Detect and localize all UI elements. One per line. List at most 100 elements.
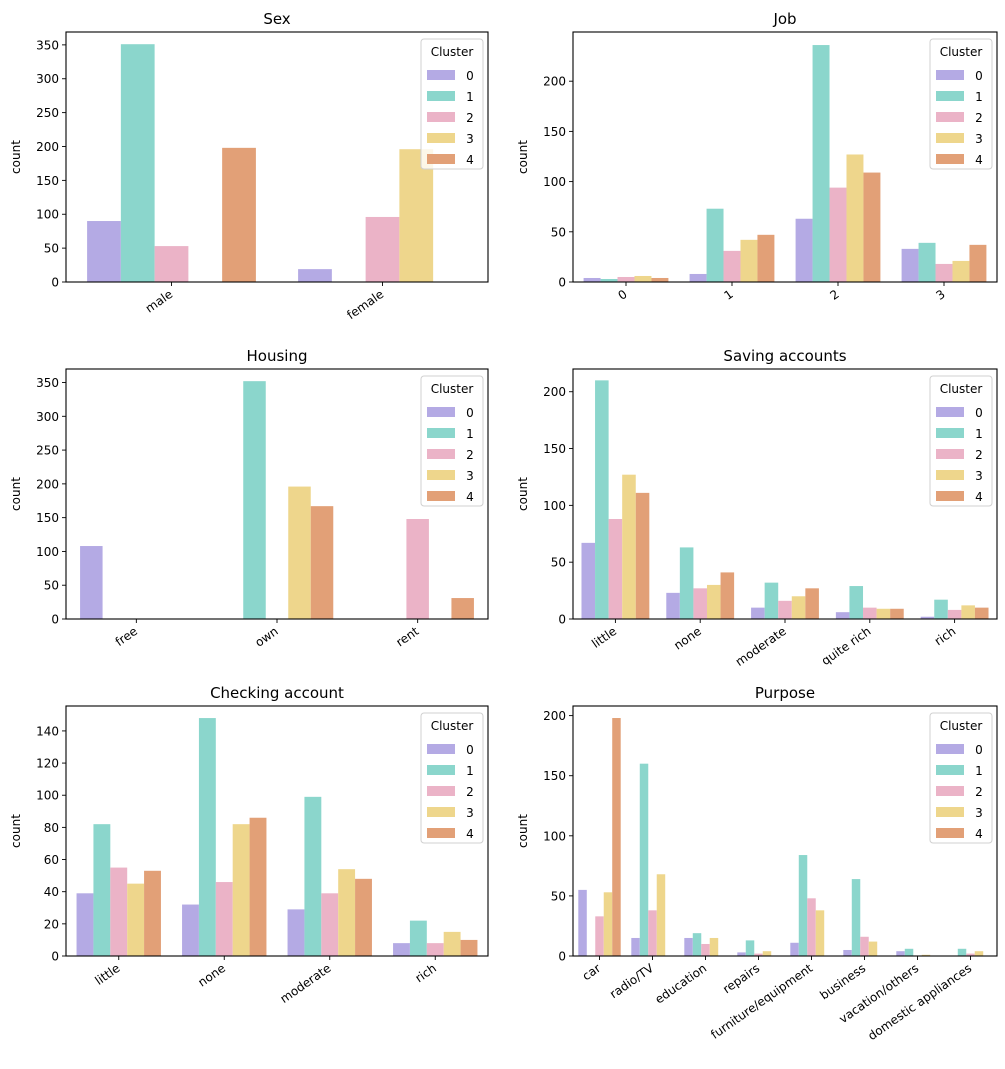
y-tick-label: 100 <box>543 175 566 189</box>
bar-0-cluster-3 <box>634 275 652 282</box>
bar-repairs-cluster-0 <box>737 952 746 956</box>
bar-domestic-appliances-cluster-1 <box>957 948 967 956</box>
bar-furniture-equipment-cluster-1 <box>798 855 808 956</box>
bar-moderate-cluster-2 <box>778 600 792 619</box>
bar-moderate-cluster-4 <box>355 878 372 956</box>
bar-none-cluster-3 <box>706 584 721 619</box>
bar-1-cluster-2 <box>723 250 741 282</box>
legend-swatch-cluster-2 <box>427 112 455 122</box>
x-tick-label: 2 <box>827 287 841 303</box>
y-tick-label: 0 <box>558 276 566 290</box>
bar-business-cluster-3 <box>868 941 878 956</box>
axes-frame <box>572 31 998 283</box>
bar-education-cluster-0 <box>684 937 693 956</box>
axes-frame <box>65 31 489 283</box>
bar-1-cluster-1 <box>706 208 724 282</box>
bars <box>583 45 987 282</box>
bar-own-cluster-4 <box>310 506 334 619</box>
legend-swatch-cluster-0 <box>936 70 964 80</box>
bar-rent-cluster-4 <box>451 598 474 619</box>
bar-3-cluster-1 <box>918 242 936 282</box>
y-axis-label: count <box>9 140 23 174</box>
bar-vacation-others-cluster-0 <box>896 951 905 956</box>
y-tick-label: 0 <box>51 613 59 627</box>
y-tick-label: 150 <box>543 442 566 456</box>
bar-none-cluster-1 <box>679 547 694 619</box>
y-tick-label: 350 <box>36 38 59 52</box>
y-tick-label: 200 <box>543 385 566 399</box>
bar-car-cluster-3 <box>603 892 613 956</box>
bar-quite-rich-cluster-3 <box>876 608 891 619</box>
bar-little-cluster-0 <box>581 542 596 619</box>
y-tick-label: 140 <box>36 724 59 738</box>
chart-title: Job <box>772 10 796 28</box>
bar-moderate-cluster-1 <box>764 582 779 619</box>
legend-swatch-cluster-1 <box>427 91 455 101</box>
legend-label-cluster-4: 4 <box>466 827 474 841</box>
legend-swatch-cluster-2 <box>936 112 964 122</box>
x-tick-label: free <box>113 624 140 649</box>
legend-title: Cluster <box>431 719 474 733</box>
bar-car-cluster-2 <box>595 916 604 956</box>
bar-2-cluster-2 <box>829 187 847 282</box>
bar-female-cluster-0 <box>298 269 332 282</box>
y-tick-label: 150 <box>543 769 566 783</box>
bar-rent-cluster-2 <box>406 519 429 619</box>
legend-label-cluster-4: 4 <box>466 490 474 504</box>
bar-little-cluster-1 <box>93 824 111 956</box>
bar-little-cluster-4 <box>144 870 161 956</box>
y-tick-label: 0 <box>51 276 59 290</box>
bar-rich-cluster-0 <box>920 616 935 619</box>
legend-title: Cluster <box>940 382 983 396</box>
bar-repairs-cluster-1 <box>745 940 755 957</box>
bar-rich-cluster-2 <box>426 943 444 956</box>
bar-none-cluster-0 <box>182 904 199 956</box>
bar-1-cluster-0 <box>689 273 707 282</box>
bar-business-cluster-2 <box>860 936 869 956</box>
bar-moderate-cluster-4 <box>805 588 819 619</box>
legend-label-cluster-3: 3 <box>975 132 983 146</box>
bar-male-cluster-2 <box>154 246 189 282</box>
bar-furniture-equipment-cluster-2 <box>807 898 816 956</box>
y-tick-label: 50 <box>551 889 566 903</box>
bar-2-cluster-3 <box>846 154 864 282</box>
bar-quite-rich-cluster-2 <box>863 607 877 619</box>
legend: Cluster 0 1 2 3 4 <box>420 712 484 844</box>
bar-none-cluster-2 <box>215 882 233 956</box>
bar-moderate-cluster-2 <box>321 893 339 956</box>
legend-label-cluster-2: 2 <box>975 785 983 799</box>
legend-label-cluster-1: 1 <box>466 764 474 778</box>
bar-none-cluster-2 <box>693 588 707 619</box>
bar-education-cluster-3 <box>709 937 719 956</box>
bar-female-cluster-3 <box>399 149 434 282</box>
legend-swatch-cluster-1 <box>427 765 455 775</box>
legend-label-cluster-2: 2 <box>975 111 983 125</box>
bar-0-cluster-4 <box>651 277 669 282</box>
legend-swatch-cluster-4 <box>936 154 964 164</box>
bar-rich-cluster-0 <box>393 943 410 956</box>
bar-3-cluster-0 <box>901 248 919 282</box>
legend-label-cluster-2: 2 <box>466 111 474 125</box>
legend-swatch-cluster-4 <box>936 828 964 838</box>
bar-furniture-equipment-cluster-3 <box>815 910 825 956</box>
legend-swatch-cluster-3 <box>936 807 964 817</box>
legend-swatch-cluster-0 <box>427 744 455 754</box>
x-tick-label: repairs <box>720 961 762 996</box>
bar-male-cluster-4 <box>222 147 256 282</box>
x-tick-label: business <box>817 961 868 1002</box>
bar-vacation-others-cluster-1 <box>904 948 914 956</box>
bar-little-cluster-2 <box>110 867 128 956</box>
legend-swatch-cluster-4 <box>427 491 455 501</box>
bar-moderate-cluster-0 <box>287 909 305 956</box>
subplot-housing: 0 50 100 150 200 250 300 350 free own rent Housing c… <box>9 347 489 650</box>
bar-rich-cluster-4 <box>460 939 478 956</box>
x-tick-label: little <box>92 961 122 988</box>
legend-swatch-cluster-2 <box>936 449 964 459</box>
axes-frame <box>572 705 998 957</box>
y-axis-label: count <box>9 814 23 848</box>
bar-little-cluster-3 <box>127 883 145 956</box>
x-tick-label: male <box>143 287 175 316</box>
x-tick-label: furniture/equipment <box>708 961 815 1042</box>
y-tick-label: 50 <box>551 225 566 239</box>
legend: Cluster 0 1 2 3 4 <box>420 375 484 507</box>
